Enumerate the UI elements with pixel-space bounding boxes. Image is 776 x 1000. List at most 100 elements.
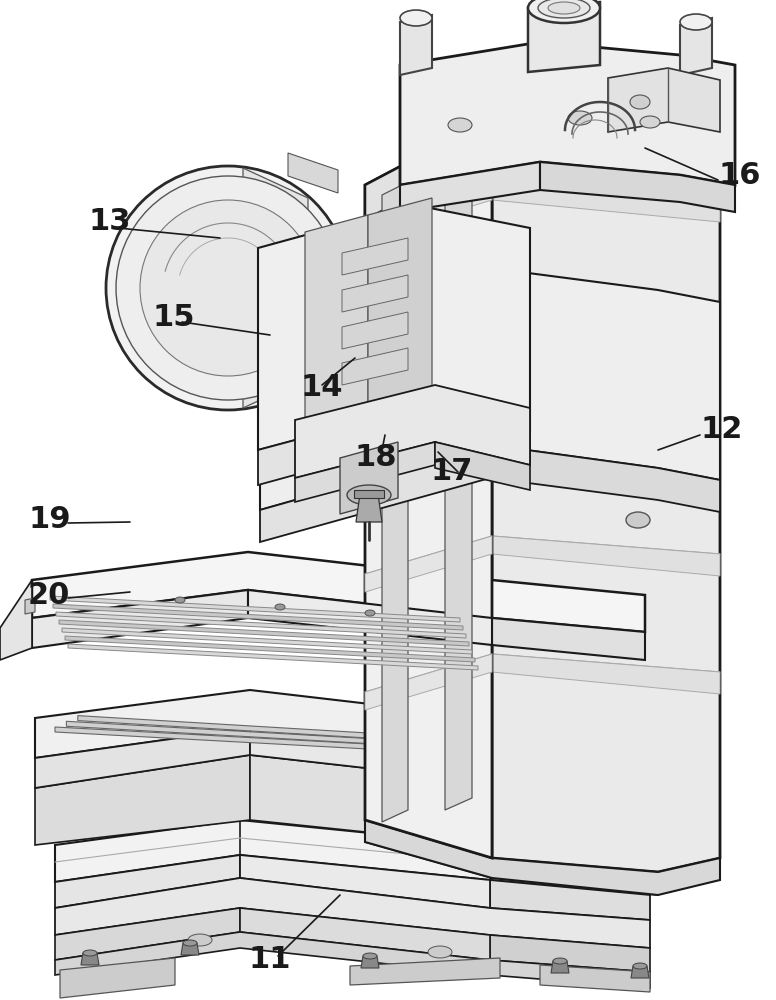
Polygon shape bbox=[400, 162, 540, 212]
Polygon shape bbox=[295, 442, 435, 502]
Text: 14: 14 bbox=[300, 373, 342, 402]
Polygon shape bbox=[50, 596, 460, 622]
Ellipse shape bbox=[548, 2, 580, 14]
Polygon shape bbox=[680, 18, 712, 75]
Polygon shape bbox=[59, 620, 469, 646]
Ellipse shape bbox=[275, 604, 285, 610]
Polygon shape bbox=[181, 943, 199, 955]
Text: 20: 20 bbox=[28, 580, 71, 609]
Ellipse shape bbox=[116, 176, 340, 400]
Polygon shape bbox=[415, 300, 453, 456]
Polygon shape bbox=[260, 268, 720, 510]
Ellipse shape bbox=[365, 610, 375, 616]
Text: 12: 12 bbox=[700, 416, 743, 444]
Polygon shape bbox=[250, 755, 490, 845]
Polygon shape bbox=[55, 727, 460, 754]
Polygon shape bbox=[368, 198, 432, 445]
Ellipse shape bbox=[624, 370, 652, 390]
Polygon shape bbox=[490, 445, 720, 512]
Polygon shape bbox=[248, 590, 492, 645]
Polygon shape bbox=[350, 958, 500, 985]
Polygon shape bbox=[65, 636, 475, 662]
Polygon shape bbox=[365, 418, 492, 474]
Polygon shape bbox=[55, 932, 650, 988]
Polygon shape bbox=[551, 961, 569, 973]
Ellipse shape bbox=[538, 0, 590, 18]
Ellipse shape bbox=[680, 14, 712, 30]
Text: 13: 13 bbox=[88, 208, 130, 236]
Ellipse shape bbox=[626, 512, 650, 528]
Polygon shape bbox=[32, 590, 248, 648]
Polygon shape bbox=[365, 536, 492, 592]
Ellipse shape bbox=[183, 940, 197, 946]
Polygon shape bbox=[55, 855, 240, 908]
Polygon shape bbox=[354, 490, 384, 498]
Ellipse shape bbox=[448, 118, 472, 132]
Polygon shape bbox=[288, 153, 338, 193]
Polygon shape bbox=[490, 845, 658, 895]
Ellipse shape bbox=[528, 0, 600, 23]
Polygon shape bbox=[608, 68, 720, 132]
Polygon shape bbox=[35, 690, 650, 768]
Ellipse shape bbox=[106, 166, 350, 410]
Polygon shape bbox=[240, 908, 490, 960]
Polygon shape bbox=[490, 782, 650, 860]
Polygon shape bbox=[53, 604, 463, 630]
Polygon shape bbox=[540, 162, 735, 212]
Polygon shape bbox=[365, 98, 720, 220]
Polygon shape bbox=[56, 612, 466, 638]
Ellipse shape bbox=[640, 116, 660, 128]
Polygon shape bbox=[67, 721, 471, 749]
Ellipse shape bbox=[175, 597, 185, 603]
Polygon shape bbox=[68, 644, 478, 670]
Polygon shape bbox=[340, 442, 398, 514]
Polygon shape bbox=[81, 953, 99, 965]
Polygon shape bbox=[35, 755, 250, 845]
Polygon shape bbox=[490, 935, 650, 972]
Polygon shape bbox=[55, 908, 240, 960]
Ellipse shape bbox=[83, 950, 97, 956]
Polygon shape bbox=[342, 275, 408, 312]
Polygon shape bbox=[400, 15, 432, 75]
Polygon shape bbox=[492, 182, 720, 222]
Polygon shape bbox=[365, 654, 492, 710]
Polygon shape bbox=[492, 418, 720, 458]
Text: 17: 17 bbox=[430, 458, 473, 487]
Polygon shape bbox=[492, 98, 720, 872]
Polygon shape bbox=[435, 442, 530, 490]
Polygon shape bbox=[342, 312, 408, 349]
Polygon shape bbox=[55, 820, 650, 895]
Polygon shape bbox=[295, 385, 530, 478]
Polygon shape bbox=[445, 165, 472, 810]
Ellipse shape bbox=[428, 946, 452, 958]
Polygon shape bbox=[62, 628, 472, 654]
Polygon shape bbox=[342, 348, 408, 385]
Polygon shape bbox=[250, 728, 490, 782]
Text: 16: 16 bbox=[718, 160, 760, 190]
Ellipse shape bbox=[363, 953, 377, 959]
Polygon shape bbox=[492, 300, 720, 340]
Ellipse shape bbox=[347, 485, 391, 505]
Polygon shape bbox=[365, 820, 492, 878]
Polygon shape bbox=[365, 820, 720, 895]
Polygon shape bbox=[260, 445, 490, 542]
Polygon shape bbox=[400, 42, 735, 185]
Polygon shape bbox=[240, 855, 490, 908]
Polygon shape bbox=[258, 205, 530, 450]
Text: 15: 15 bbox=[152, 304, 195, 332]
Polygon shape bbox=[258, 408, 415, 485]
Polygon shape bbox=[490, 755, 650, 795]
Polygon shape bbox=[243, 168, 308, 408]
Ellipse shape bbox=[188, 934, 212, 946]
Ellipse shape bbox=[140, 200, 316, 376]
Polygon shape bbox=[528, 2, 600, 72]
Polygon shape bbox=[382, 182, 408, 822]
Ellipse shape bbox=[568, 111, 592, 125]
Polygon shape bbox=[631, 966, 649, 978]
Polygon shape bbox=[0, 580, 32, 660]
Polygon shape bbox=[32, 552, 645, 632]
Polygon shape bbox=[365, 300, 492, 356]
Polygon shape bbox=[492, 618, 645, 660]
Polygon shape bbox=[490, 880, 650, 920]
Polygon shape bbox=[60, 958, 175, 998]
